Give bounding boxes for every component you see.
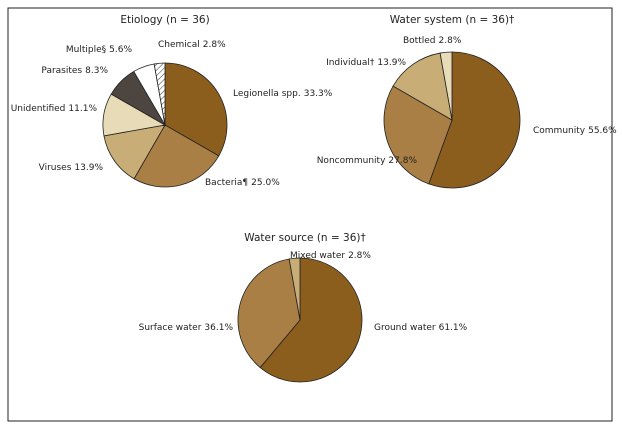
category-label: Noncommunity — [317, 156, 386, 166]
value-label: 55.6% — [588, 126, 617, 136]
chart-title: Etiology (n = 36) — [120, 14, 209, 26]
pie-slice — [259, 257, 363, 383]
category-label: Chemical — [158, 40, 200, 50]
value-label: 61.1% — [439, 323, 468, 333]
slice-label: Surface water 36.1% — [139, 323, 234, 333]
value-label: 27.8% — [388, 156, 417, 166]
pie-slice — [439, 51, 453, 121]
pie-slice — [153, 62, 166, 126]
slice-label: Mixed water 2.8% — [290, 251, 371, 261]
slice-label: Chemical 2.8% — [158, 40, 226, 50]
slice-label: Ground water 61.1% — [374, 323, 468, 333]
category-label: Parasites — [41, 66, 82, 76]
category-label: Ground water — [374, 323, 436, 333]
value-label: 5.6% — [109, 45, 132, 55]
slice-label: Viruses 13.9% — [39, 163, 104, 173]
category-label: Mixed water — [290, 251, 345, 261]
frame — [7, 7, 613, 422]
category-label: Viruses — [39, 163, 72, 173]
slice-label: Individual† 13.9% — [326, 58, 406, 68]
category-label: Bottled — [403, 36, 436, 46]
category-label: Multiple§ — [66, 45, 107, 55]
pie-slice — [237, 258, 301, 369]
value-label: 25.0% — [251, 178, 280, 188]
slice-label: Community 55.6% — [533, 126, 617, 136]
value-label: 2.8% — [203, 40, 226, 50]
value-label: 11.1% — [68, 104, 97, 114]
slice-label: Parasites 8.3% — [41, 66, 108, 76]
pie-slice — [164, 62, 228, 157]
chart-title: Water system (n = 36)† — [390, 14, 515, 26]
value-label: 2.8% — [439, 36, 462, 46]
value-label: 8.3% — [85, 66, 108, 76]
category-label: Bacteria¶ — [205, 178, 248, 188]
pie-slice — [392, 52, 453, 121]
category-label: Unidentified — [11, 104, 66, 114]
value-label: 13.9% — [74, 163, 103, 173]
slice-label: Noncommunity 27.8% — [317, 156, 418, 166]
slice-label: Unidentified 11.1% — [11, 104, 98, 114]
value-label: 13.9% — [377, 58, 406, 68]
pie-slice — [133, 124, 220, 188]
pie-slice — [428, 51, 521, 189]
slice-label: Bottled 2.8% — [403, 36, 462, 46]
chart-title: Water source (n = 36)† — [244, 232, 366, 244]
slice-label: Bacteria¶ 25.0% — [205, 178, 280, 188]
category-label: Surface water — [139, 323, 202, 333]
category-label: Legionella spp. — [233, 89, 301, 99]
pie-slice — [288, 257, 301, 321]
slice-label: Multiple§ 5.6% — [66, 45, 133, 55]
category-label: Community — [533, 126, 586, 136]
category-label: Individual† — [326, 58, 375, 68]
pie-slice — [103, 124, 166, 180]
value-label: 33.3% — [304, 89, 333, 99]
value-label: 36.1% — [204, 323, 233, 333]
value-label: 2.8% — [348, 251, 371, 261]
slice-label: Legionella spp. 33.3% — [233, 89, 333, 99]
